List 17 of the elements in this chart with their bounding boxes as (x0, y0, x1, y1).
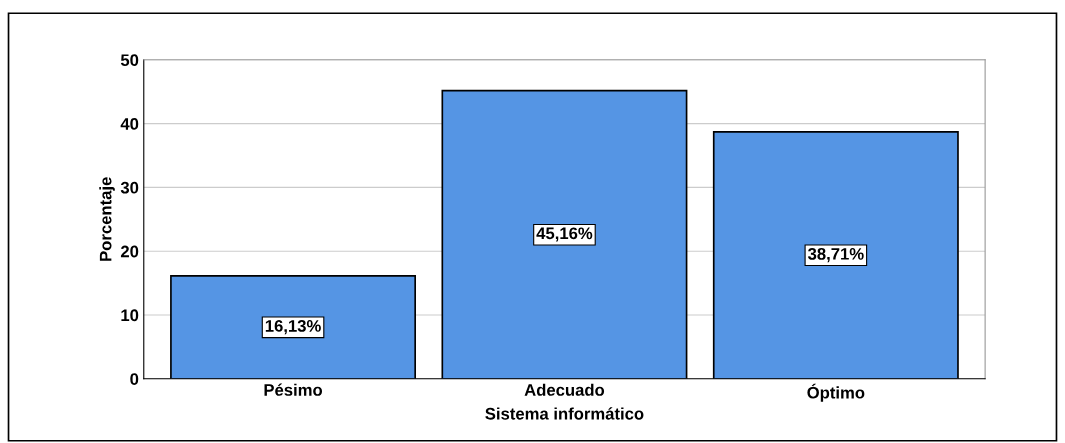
data-label: 16,13% (265, 319, 321, 335)
x-tick-label: Pésimo (264, 383, 323, 396)
x-tick-label: Óptimo (807, 383, 865, 402)
bar (441, 89, 688, 379)
y-tick-label: 40 (120, 118, 139, 130)
y-tick-label: 20 (120, 245, 139, 258)
y-tick-label: 30 (120, 181, 139, 194)
data-label: 38,71% (807, 247, 864, 263)
y-tick-label: 50 (120, 54, 139, 67)
bar (712, 130, 959, 379)
y-tick-label: 0 (130, 373, 139, 385)
x-axis-title: Sistema informático (485, 407, 644, 420)
y-tick-label: 10 (121, 309, 139, 322)
y-axis-title: Porcentaje (99, 177, 115, 261)
bar (170, 275, 417, 379)
x-tick-label: Adecuado (524, 383, 605, 396)
data-label: 45,16% (536, 227, 593, 242)
